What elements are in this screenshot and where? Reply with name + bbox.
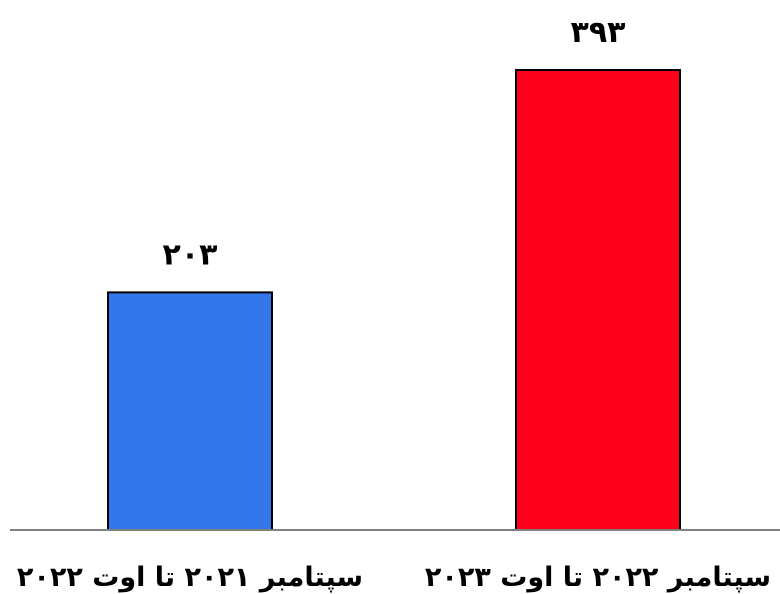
category-label-1: سپتامبر ۲۰۲۱ تا اوت ۲۰۲۲ (17, 562, 363, 593)
data-label-2: ۳۹۳ (571, 15, 626, 50)
labels-group: ۲۰۳ سپتامبر ۲۰۲۱ تا اوت ۲۰۲۲ ۳۹۳ سپتامبر ۲۰… (17, 15, 771, 593)
bars-group (107, 69, 681, 531)
bar-1 (107, 291, 273, 531)
data-label-1: ۲۰۳ (163, 237, 218, 272)
category-label-2: سپتامبر ۲۰۲۲ تا اوت ۲۰۲۳ (425, 562, 771, 593)
bar-2 (515, 69, 681, 531)
